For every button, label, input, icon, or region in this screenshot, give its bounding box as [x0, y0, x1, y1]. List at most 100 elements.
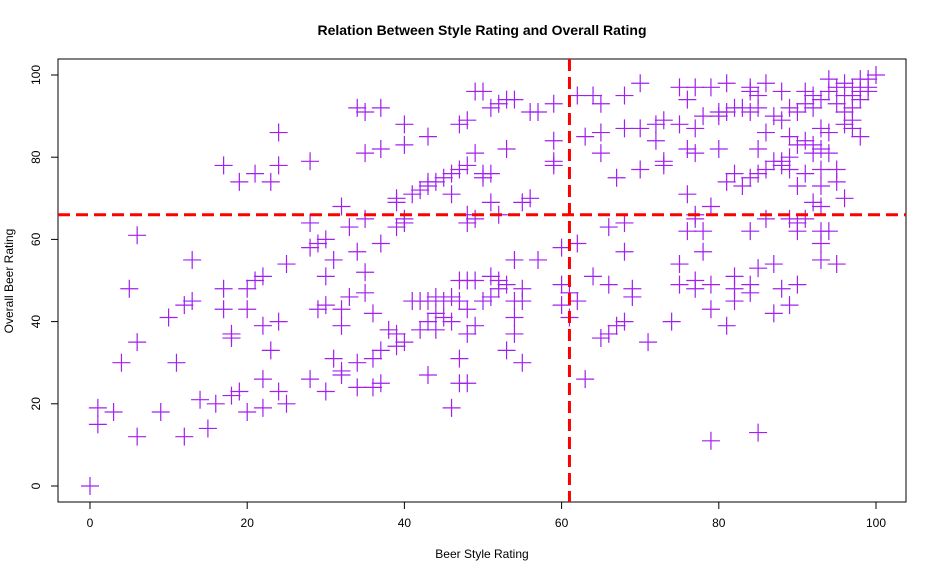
data-point [741, 222, 760, 241]
data-point [591, 329, 610, 348]
data-point [678, 222, 697, 241]
data-point [238, 403, 257, 422]
data-point [591, 94, 610, 113]
data-point [434, 308, 453, 327]
data-point [796, 131, 815, 150]
data-point [709, 107, 728, 126]
data-point [544, 131, 563, 150]
data-point [214, 300, 233, 319]
data-point [568, 234, 587, 253]
data-point [332, 366, 351, 385]
data-point [426, 287, 445, 306]
data-point [780, 209, 799, 228]
data-point [253, 267, 272, 286]
data-point [269, 123, 288, 142]
data-point [788, 135, 807, 154]
data-point [599, 275, 618, 294]
data-point [764, 304, 783, 323]
data-point [686, 209, 705, 228]
data-point [521, 189, 540, 208]
data-point [811, 139, 830, 158]
data-point [756, 209, 775, 228]
data-point [481, 267, 500, 286]
data-point [827, 94, 846, 113]
data-point [442, 312, 461, 331]
data-point [544, 94, 563, 113]
data-point [175, 296, 194, 315]
data-point [631, 119, 650, 138]
data-point [363, 349, 382, 368]
data-point [804, 144, 823, 163]
data-point [261, 341, 280, 360]
data-point [395, 115, 414, 134]
data-point [670, 255, 689, 274]
data-point [120, 279, 139, 298]
data-point [277, 255, 296, 274]
data-point [780, 296, 799, 315]
data-point [529, 250, 548, 269]
data-point [662, 312, 681, 331]
data-point [474, 82, 492, 101]
data-point [780, 98, 799, 117]
x-tick-label: 20 [241, 516, 255, 530]
data-point [851, 127, 870, 146]
data-point [418, 127, 437, 146]
data-point [733, 176, 752, 195]
data-point [741, 168, 760, 187]
data-point [426, 304, 445, 323]
data-point [395, 213, 414, 232]
data-point [230, 382, 249, 401]
data-point [128, 226, 147, 245]
data-point [458, 374, 477, 393]
data-point [772, 82, 791, 101]
data-point [717, 172, 736, 191]
data-point [505, 250, 524, 269]
data-point [371, 234, 390, 253]
data-point [623, 287, 642, 306]
data-point [332, 316, 351, 335]
data-point [804, 98, 823, 117]
y-tick-label: 20 [29, 397, 43, 411]
y-axis-label: Overall Beer Rating [2, 229, 16, 334]
data-point [811, 176, 830, 195]
data-point [246, 271, 265, 290]
data-point [615, 213, 634, 232]
data-point [371, 139, 390, 158]
data-point [418, 312, 437, 331]
data-point [450, 292, 469, 311]
data-point [686, 78, 705, 97]
data-point [481, 287, 500, 306]
data-point [686, 144, 705, 163]
data-point [324, 349, 343, 368]
data-point [670, 115, 689, 134]
data-point [474, 292, 492, 311]
y-tick-label: 40 [29, 315, 43, 329]
data-point [725, 164, 744, 183]
data-point [269, 312, 288, 331]
data-point [308, 300, 327, 319]
data-point [458, 300, 477, 319]
data-point [615, 312, 634, 331]
data-point [458, 111, 477, 130]
data-point [552, 238, 571, 257]
data-point [811, 234, 830, 253]
data-point [599, 324, 618, 343]
data-point [418, 366, 437, 385]
data-point [796, 94, 815, 113]
data-point [701, 197, 720, 216]
data-point [843, 119, 862, 138]
data-point [183, 250, 202, 269]
x-tick-label: 40 [398, 516, 412, 530]
data-point [356, 263, 375, 282]
data-point [316, 230, 335, 249]
data-point [458, 213, 477, 232]
y-axis: 0 20 40 60 80 100 [29, 65, 59, 489]
data-point [253, 398, 272, 417]
data-point [749, 164, 768, 183]
data-point [466, 271, 485, 290]
data-point [434, 168, 453, 187]
data-point [835, 115, 854, 134]
y-tick-label: 100 [29, 65, 43, 85]
data-point [301, 238, 320, 257]
data-point [261, 172, 280, 191]
